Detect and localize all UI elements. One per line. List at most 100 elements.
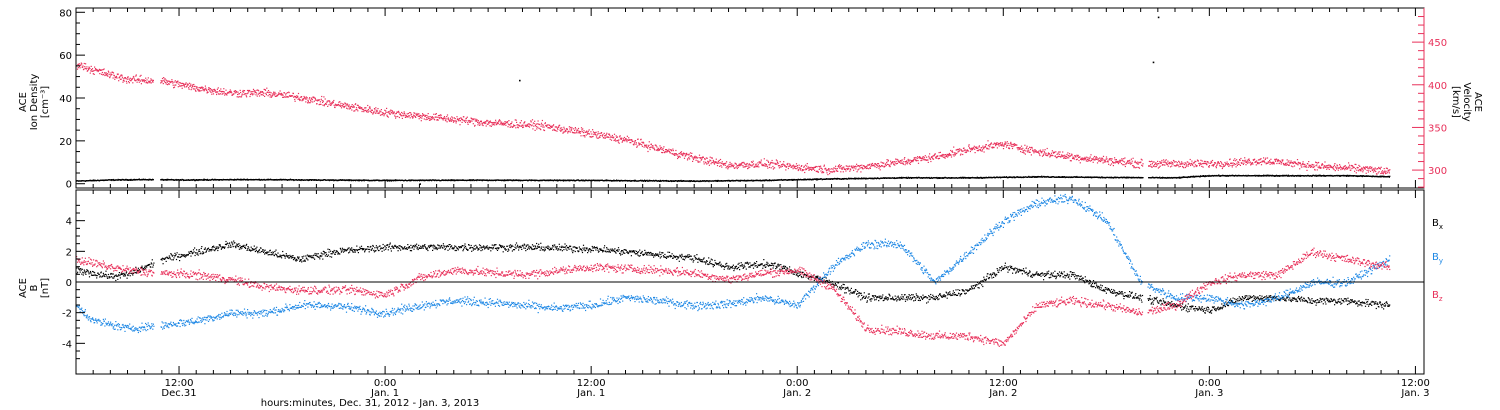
data-point xyxy=(861,164,863,166)
data-point xyxy=(88,66,90,68)
data-point xyxy=(127,81,130,83)
data-point xyxy=(821,168,823,170)
data-point xyxy=(706,157,708,159)
data-point xyxy=(789,163,791,165)
data-point xyxy=(593,133,595,136)
data-point xyxy=(829,178,831,180)
data-point xyxy=(598,132,600,135)
data-point xyxy=(89,72,91,74)
data-point xyxy=(848,165,850,167)
data-point xyxy=(601,135,604,137)
data-point xyxy=(604,137,606,139)
data-point xyxy=(462,119,464,121)
data-point xyxy=(707,162,710,164)
data-point xyxy=(806,163,808,165)
data-point xyxy=(1113,177,1115,179)
data-point xyxy=(829,168,831,170)
data-point xyxy=(928,176,930,179)
data-point xyxy=(1278,175,1281,177)
data-point xyxy=(321,95,323,98)
data-point xyxy=(494,124,496,126)
data-point xyxy=(409,117,411,119)
data-point xyxy=(490,125,492,127)
data-point xyxy=(853,167,855,169)
data-point xyxy=(283,92,285,94)
data-point xyxy=(386,114,388,116)
data-point xyxy=(129,77,131,79)
data-point xyxy=(398,112,400,114)
data-point xyxy=(663,146,665,148)
data-point xyxy=(363,109,365,111)
data-point xyxy=(305,101,307,103)
data-point xyxy=(294,95,297,98)
data-point xyxy=(860,171,862,173)
data-point xyxy=(247,92,249,94)
data-point xyxy=(273,94,275,96)
data-point xyxy=(1202,175,1205,177)
data-point xyxy=(425,114,427,116)
data-point xyxy=(470,120,472,122)
data-point xyxy=(323,105,325,107)
data-point xyxy=(916,159,918,161)
data-point xyxy=(259,92,261,95)
data-point xyxy=(878,167,880,169)
data-point xyxy=(308,102,310,104)
data-point xyxy=(347,180,349,182)
data-point xyxy=(799,169,801,171)
data-point xyxy=(197,179,199,182)
data-point xyxy=(504,121,506,123)
data-point xyxy=(286,92,288,94)
data-point xyxy=(117,178,119,180)
data-point xyxy=(189,85,191,87)
data-point xyxy=(258,178,261,180)
data-point xyxy=(87,70,89,72)
data-point xyxy=(110,72,112,74)
data-point xyxy=(764,180,766,182)
data-point xyxy=(507,126,509,128)
data-point xyxy=(900,177,902,179)
data-point xyxy=(428,180,431,182)
data-point xyxy=(704,158,706,161)
data-point xyxy=(706,163,708,165)
data-point xyxy=(171,79,173,81)
data-point xyxy=(435,116,437,118)
data-point xyxy=(429,117,431,120)
data-point xyxy=(681,153,683,155)
data-point xyxy=(844,168,847,170)
data-point xyxy=(659,179,661,181)
data-point xyxy=(815,178,817,180)
data-point xyxy=(520,120,522,122)
data-point xyxy=(183,85,185,87)
data-point xyxy=(909,163,911,165)
data-point xyxy=(246,178,249,180)
data-point xyxy=(772,168,774,170)
data-point xyxy=(365,107,367,109)
data-point xyxy=(294,98,296,101)
data-point xyxy=(213,90,215,92)
data-point xyxy=(618,142,620,144)
data-point xyxy=(389,180,391,182)
data-point xyxy=(1254,174,1256,176)
data-point xyxy=(443,116,446,118)
data-point xyxy=(1125,177,1127,179)
data-point xyxy=(729,163,731,165)
data-point xyxy=(313,179,315,181)
data-point xyxy=(870,165,872,167)
data-point xyxy=(450,120,452,122)
data-point xyxy=(767,167,769,169)
data-point xyxy=(913,159,915,161)
data-point xyxy=(489,120,491,122)
data-point xyxy=(895,160,897,163)
data-point xyxy=(401,111,403,114)
data-point xyxy=(964,176,966,179)
data-point xyxy=(134,80,136,82)
data-point xyxy=(747,167,750,169)
data-point xyxy=(438,114,440,116)
data-point xyxy=(403,111,405,113)
data-point xyxy=(692,158,695,161)
data-point xyxy=(240,179,242,181)
data-point xyxy=(883,177,886,179)
data-point xyxy=(840,165,842,167)
data-point xyxy=(225,89,227,91)
data-point xyxy=(754,165,756,167)
